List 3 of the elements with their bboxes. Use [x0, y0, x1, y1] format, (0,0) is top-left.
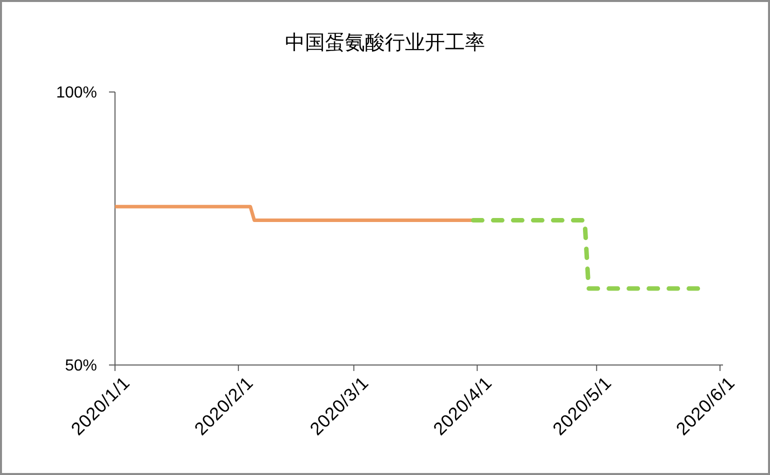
- y-tick-label: 50%: [64, 358, 97, 375]
- chart-title: 中国蛋氨酸行业开工率: [285, 32, 485, 54]
- y-tick-label: 100%: [56, 84, 97, 102]
